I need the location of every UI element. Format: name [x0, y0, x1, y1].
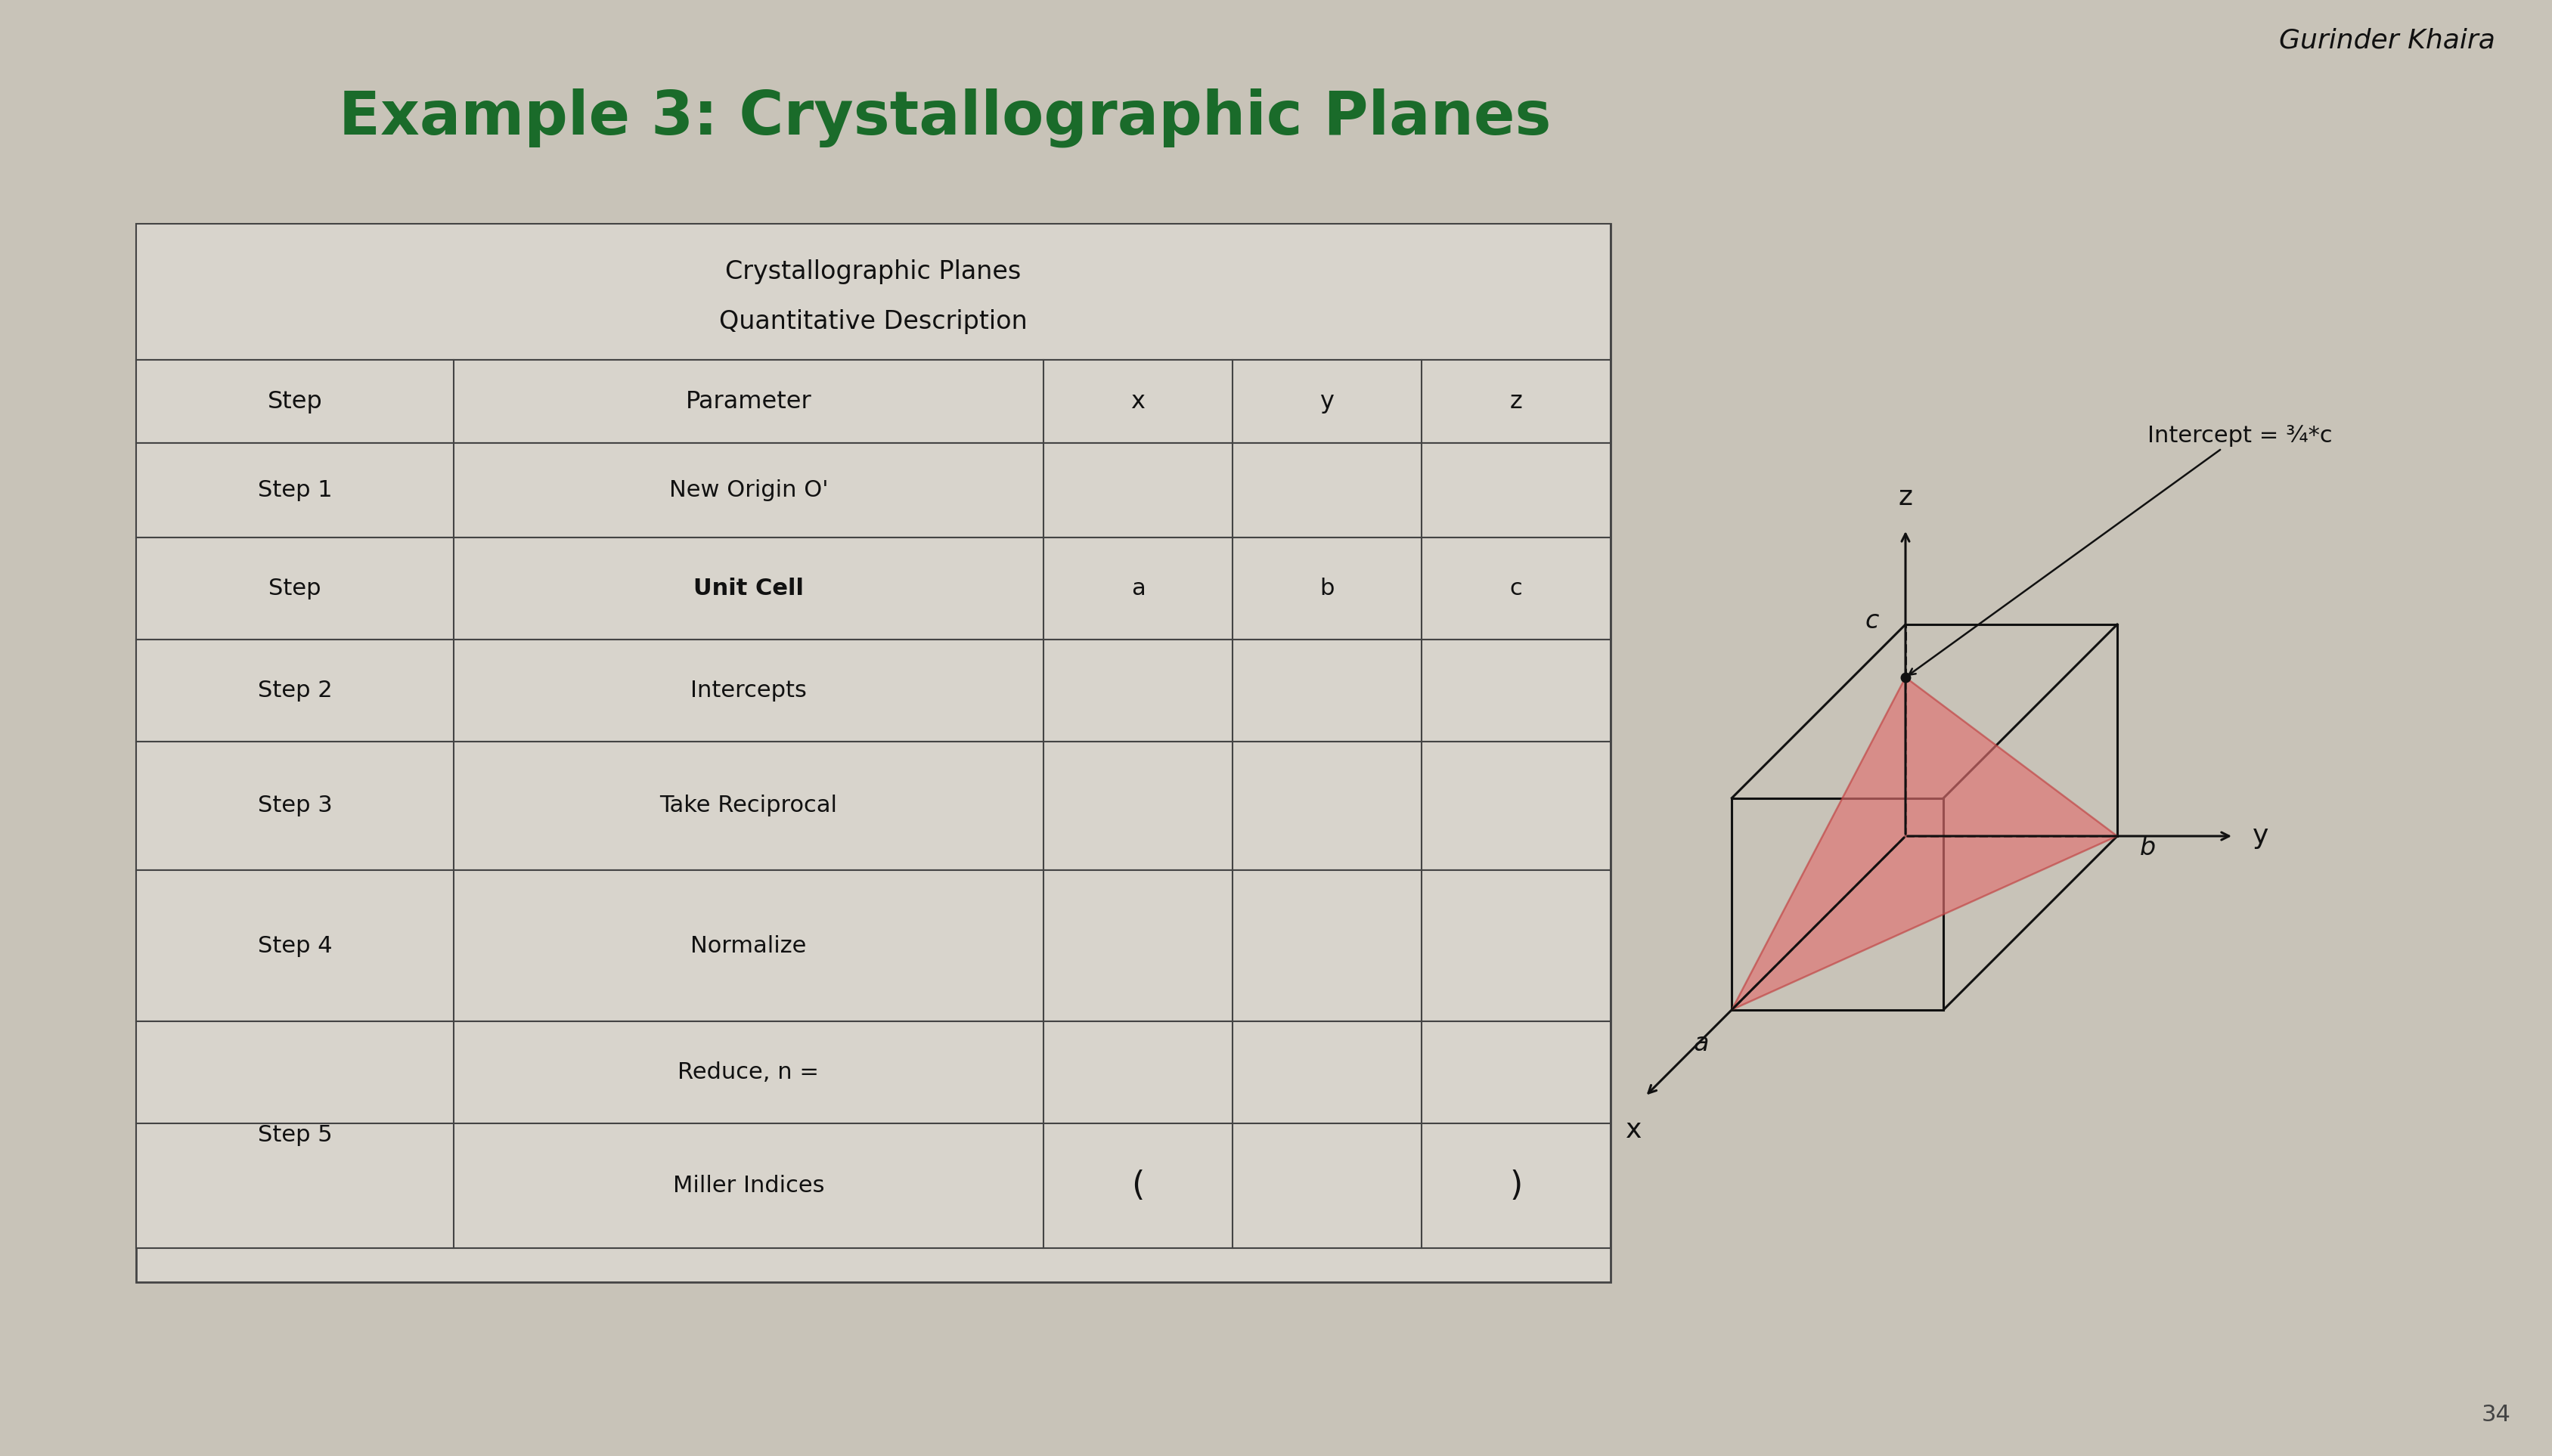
Bar	[135, 360, 1610, 443]
Text: Step 5: Step 5	[258, 1124, 332, 1146]
Bar	[135, 224, 1610, 1283]
Text: Parameter: Parameter	[686, 390, 812, 414]
Text: Crystallographic Planes: Crystallographic Planes	[725, 259, 1021, 284]
Polygon shape	[1733, 677, 2118, 1009]
Text: Step 3: Step 3	[258, 795, 332, 817]
Text: Reduce, n =: Reduce, n =	[679, 1061, 819, 1083]
Text: b: b	[2141, 834, 2156, 860]
Bar	[135, 443, 1610, 537]
Bar	[135, 224, 1610, 360]
Text: Take Reciprocal: Take Reciprocal	[661, 795, 837, 817]
Text: a: a	[1695, 1031, 1710, 1056]
Text: Example 3: Crystallographic Planes: Example 3: Crystallographic Planes	[339, 89, 1552, 147]
Text: ): )	[1511, 1169, 1524, 1203]
Text: x: x	[1131, 390, 1146, 414]
Text: Miller Indices: Miller Indices	[674, 1175, 824, 1197]
Text: Intercept = ¾*c: Intercept = ¾*c	[1909, 425, 2333, 676]
Text: Unit Cell: Unit Cell	[694, 578, 804, 600]
Text: Step 2: Step 2	[258, 680, 332, 702]
Text: y: y	[1319, 390, 1335, 414]
Bar	[135, 871, 1610, 1021]
Text: Step: Step	[268, 578, 322, 600]
Text: y: y	[2253, 823, 2269, 849]
Text: New Origin O': New Origin O'	[669, 479, 829, 501]
Text: (: (	[1131, 1169, 1143, 1203]
Text: Gurinder Khaira: Gurinder Khaira	[2279, 28, 2496, 52]
Text: z: z	[1511, 390, 1524, 414]
Text: Step: Step	[268, 390, 322, 414]
Bar	[135, 537, 1610, 639]
Bar	[135, 639, 1610, 741]
Text: Normalize: Normalize	[692, 935, 806, 957]
Bar	[135, 1021, 1610, 1248]
Text: Intercepts: Intercepts	[692, 680, 806, 702]
Text: Step 4: Step 4	[258, 935, 332, 957]
Text: c: c	[1511, 578, 1524, 600]
Text: z: z	[1899, 485, 1911, 510]
Text: 34: 34	[2481, 1404, 2511, 1425]
Text: a: a	[1131, 578, 1146, 600]
Text: c: c	[1866, 609, 1878, 633]
Text: Step 1: Step 1	[258, 479, 332, 501]
Text: b: b	[1319, 578, 1335, 600]
Text: Quantitative Description: Quantitative Description	[720, 309, 1028, 335]
Bar	[135, 741, 1610, 871]
Text: x: x	[1626, 1118, 1641, 1143]
